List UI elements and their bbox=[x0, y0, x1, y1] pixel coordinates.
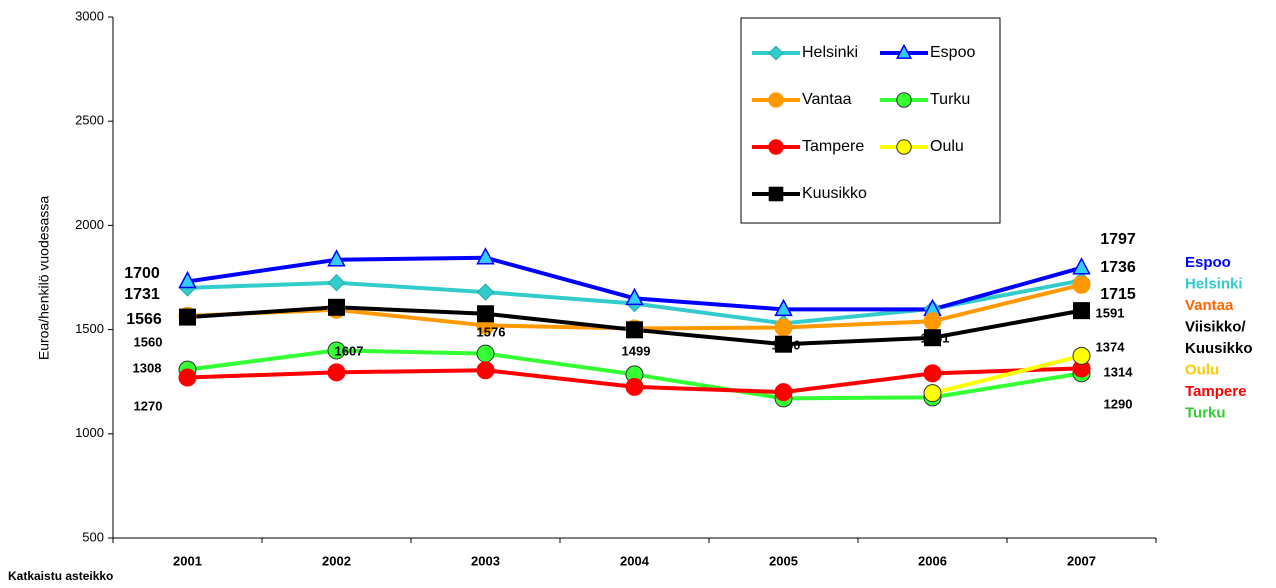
point bbox=[896, 92, 912, 108]
point bbox=[774, 383, 793, 402]
x-tick-label: 2007 bbox=[1067, 553, 1096, 568]
data-label: 1560 bbox=[134, 334, 163, 349]
legend-label: Kuusikko bbox=[802, 185, 867, 202]
y-tick-label: 500 bbox=[82, 529, 104, 544]
legend-item: Espoo bbox=[880, 43, 975, 61]
data-label: 1314 bbox=[1104, 364, 1134, 379]
legend-label: Vantaa bbox=[802, 91, 852, 108]
data-label: 1797 bbox=[1100, 231, 1136, 248]
series-line bbox=[932, 353, 1082, 396]
side-legend-label: Tampere bbox=[1185, 383, 1246, 400]
data-label: 1576 bbox=[477, 324, 506, 339]
point bbox=[923, 364, 942, 383]
point bbox=[1072, 275, 1091, 294]
point bbox=[895, 43, 913, 59]
y-axis-label: Euroa/henkilö vuodesassa bbox=[36, 196, 52, 360]
legend-item: Helsinki bbox=[752, 44, 858, 61]
point bbox=[476, 247, 495, 265]
legend-item: Tampere bbox=[752, 138, 864, 155]
point bbox=[774, 298, 793, 317]
y-tick-label: 1500 bbox=[75, 321, 104, 336]
point bbox=[327, 363, 346, 382]
x-tick-label: 2001 bbox=[173, 553, 202, 568]
legend-label: Espoo bbox=[930, 44, 975, 61]
point bbox=[896, 139, 912, 155]
legend-item: Kuusikko bbox=[752, 185, 867, 202]
y-tick-label: 2000 bbox=[75, 217, 104, 232]
data-label: 1715 bbox=[1100, 286, 1136, 303]
point bbox=[178, 368, 197, 387]
point bbox=[775, 335, 792, 353]
legend-item: Vantaa bbox=[752, 91, 852, 108]
point bbox=[768, 92, 784, 108]
point bbox=[625, 377, 644, 396]
data-label: 1591 bbox=[1096, 305, 1125, 320]
point bbox=[768, 186, 784, 202]
legend-item: Oulu bbox=[880, 138, 964, 155]
point bbox=[626, 321, 643, 339]
data-label: 1566 bbox=[126, 311, 162, 328]
x-tick-label: 2002 bbox=[322, 553, 351, 568]
point bbox=[476, 344, 495, 363]
point bbox=[476, 283, 495, 301]
legend-item: Turku bbox=[880, 91, 970, 108]
point bbox=[768, 45, 784, 61]
point bbox=[1073, 302, 1090, 320]
side-legend-label: Turku bbox=[1185, 404, 1226, 421]
data-label: 1607 bbox=[335, 343, 364, 358]
data-label: 1430 bbox=[772, 337, 801, 352]
point bbox=[327, 341, 346, 360]
x-tick-label: 2005 bbox=[769, 553, 798, 568]
point bbox=[1072, 346, 1091, 365]
legend-label: Turku bbox=[930, 91, 970, 108]
point bbox=[774, 318, 793, 337]
side-legend-label: Helsinki bbox=[1185, 275, 1243, 292]
x-tick-label: 2004 bbox=[620, 553, 650, 568]
point bbox=[477, 305, 494, 323]
point bbox=[625, 287, 644, 306]
side-legend-label: Oulu bbox=[1185, 361, 1219, 378]
data-label: 1499 bbox=[622, 343, 651, 358]
y-tick-label: 3000 bbox=[75, 8, 104, 23]
footnote: Katkaistu asteikko bbox=[8, 569, 113, 583]
y-tick-label: 2500 bbox=[75, 113, 104, 128]
side-legend-label: Kuusikko bbox=[1185, 340, 1253, 357]
point bbox=[923, 312, 942, 331]
x-tick-label: 2003 bbox=[471, 553, 500, 568]
data-label: 1700 bbox=[124, 265, 160, 282]
point bbox=[327, 249, 346, 267]
legend-label: Oulu bbox=[930, 138, 964, 155]
side-legend-label: Espoo bbox=[1185, 254, 1231, 271]
data-label: 1731 bbox=[124, 286, 160, 303]
point bbox=[1072, 257, 1091, 275]
side-legend-label: Viisikko/ bbox=[1185, 318, 1246, 335]
x-tick-label: 2006 bbox=[918, 553, 947, 568]
point bbox=[923, 384, 942, 403]
point bbox=[178, 270, 197, 289]
data-label: 1290 bbox=[1104, 396, 1133, 411]
point bbox=[179, 308, 196, 326]
point bbox=[768, 139, 784, 155]
y-tick-label: 1000 bbox=[75, 425, 104, 440]
data-label: 1270 bbox=[134, 398, 163, 413]
point bbox=[476, 361, 495, 380]
legend-label: Helsinki bbox=[802, 44, 858, 61]
point bbox=[924, 329, 941, 347]
point bbox=[327, 274, 346, 292]
data-label: 1736 bbox=[1100, 259, 1136, 276]
data-label: 1374 bbox=[1096, 339, 1126, 354]
point bbox=[328, 298, 345, 316]
side-legend-label: Vantaa bbox=[1185, 297, 1234, 314]
data-label: 1308 bbox=[133, 360, 162, 375]
legend-label: Tampere bbox=[802, 138, 864, 155]
data-label: 1461 bbox=[921, 330, 950, 345]
